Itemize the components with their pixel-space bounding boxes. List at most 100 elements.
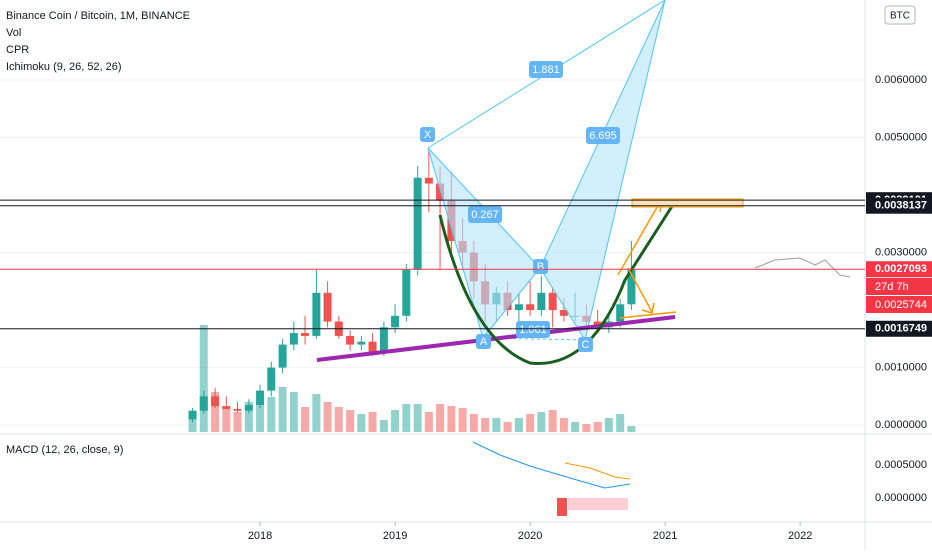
price-label-box [866,197,932,214]
candle-body [537,292,546,311]
volume-bar [301,407,310,432]
volume-bar [469,414,478,432]
candle-body [548,292,557,311]
candle-body [278,344,287,368]
candle-body [391,315,400,328]
ratio-label: 1.881 [532,64,560,76]
symbol-title: Binance Coin / Bitcoin, 1M, BINANCE [6,10,190,22]
candle-body [244,404,253,411]
volume-bar [413,404,422,432]
point-label: B [537,261,544,273]
volume-bar [222,407,231,432]
volume-bar [436,404,445,432]
x-tick-label: 2018 [248,530,272,542]
candle-body [301,333,310,336]
currency[interactable]: BTC [890,11,910,22]
x-tick-label: 2019 [383,530,407,542]
currency-button[interactable] [884,5,916,25]
ratio-label: 6.695 [589,130,617,142]
price-label-box [866,320,932,337]
candle-body [289,333,298,345]
volume-bar [582,424,591,432]
x-tick-label: 2020 [518,530,542,542]
volume-bar [334,407,343,432]
candle-body [436,183,445,201]
candle-body [312,292,321,336]
candle-body [514,304,523,311]
candle-body [222,406,231,409]
volume-bar [593,422,602,432]
candle-body [402,269,411,316]
point-label: C [582,339,590,351]
cpr-box [866,296,932,313]
signal-line [564,462,631,480]
macd-hist [557,498,567,516]
ratio-label: 0.267 [471,209,499,221]
volume-bar [323,402,332,432]
candle-body [267,367,276,391]
indicator: Vol [6,27,21,39]
volume-bar [481,418,490,432]
volume-bar [368,412,377,432]
y-tick-label: 0.0000000 [875,419,927,431]
candle-body [616,304,625,322]
volume-bar [458,408,467,432]
cup-curve [438,199,678,366]
label-box [468,206,502,223]
y-tick-label: 0.0030000 [875,246,927,258]
candle-body [199,396,208,411]
volume-bar [559,418,568,432]
volume-bar [548,410,557,432]
label-box [533,259,548,274]
volume-bar [526,414,535,432]
volume-bar [503,422,512,432]
ichimoku-line [754,257,851,278]
volume-bar [537,412,546,432]
volume-bar [514,418,523,432]
macd-tick: 0.0005000 [875,459,927,471]
price-label: 0.0016749 [875,323,927,335]
point-label: A [480,336,488,348]
candle-body [346,335,355,345]
volume-bar [244,402,253,432]
volume-bar [447,406,456,432]
macd-title: MACD (12, 26, close, 9) [6,444,123,456]
ratio-label: 1.061 [519,324,547,336]
volume-bar [492,418,501,432]
volume-bar [571,422,580,432]
label-box [586,127,620,144]
target-box [631,198,744,208]
candle-body [413,177,422,270]
candle-body [357,341,366,345]
candle-body [256,390,265,405]
label-box [578,337,593,352]
y-tick-label: 0.0010000 [875,361,927,373]
candle-body [627,269,636,305]
countdown-box [866,278,932,295]
macd-line [472,441,631,489]
volume-bar [256,402,265,432]
indicator: CPR [6,44,29,56]
label-box [420,127,435,142]
x-tick-label: 2022 [788,530,812,542]
label-box [476,334,491,349]
volume-bar [211,392,220,432]
macd-tick: 0.0000000 [875,492,927,504]
cpr-label: 0.0025744 [875,299,927,311]
volume-bar [267,397,276,432]
volume-bar [199,325,208,432]
indicator: Ichimoku (9, 26, 52, 26) [6,61,122,73]
candle-body [368,341,377,354]
x-tick-label: 2021 [653,530,677,542]
candle-body [233,408,242,411]
countdown: 27d 7h [875,281,909,293]
volume-bar [289,392,298,432]
candle-body [559,310,568,316]
label-box [516,321,550,338]
candle-body [526,304,535,311]
candle-body [424,177,433,184]
volume-bar [616,414,625,432]
macd-hist [568,498,628,510]
point-label: X [424,129,432,141]
